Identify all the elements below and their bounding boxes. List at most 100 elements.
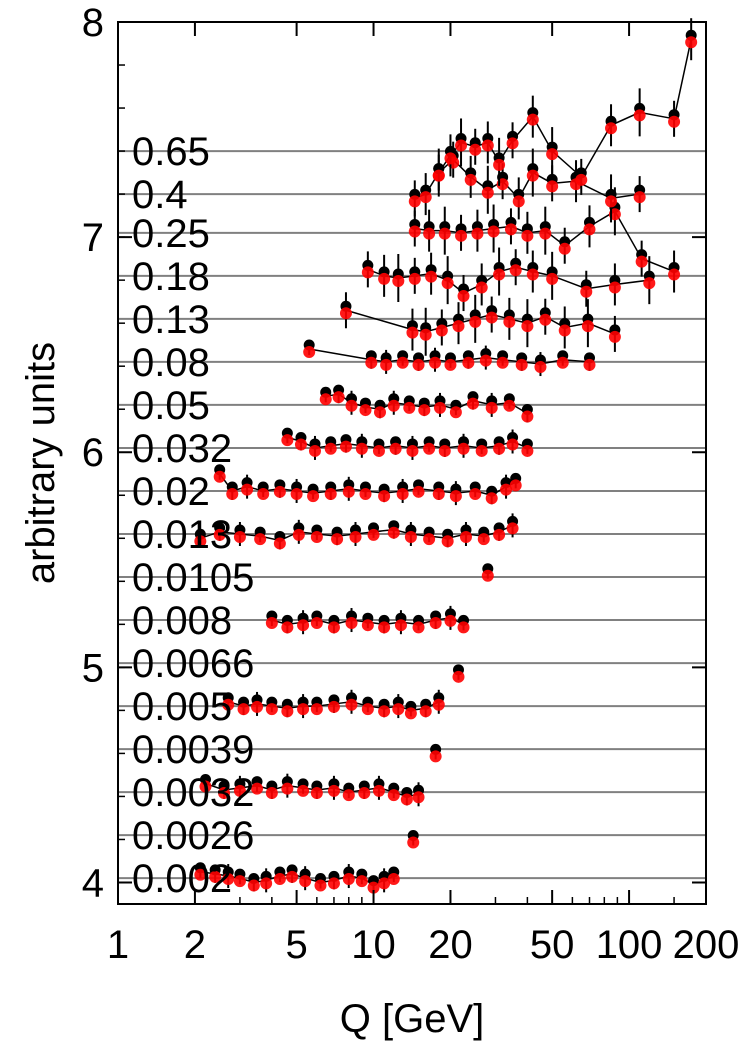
theory-point	[452, 320, 465, 333]
bin-label: 0.0066	[132, 642, 254, 686]
theory-point	[297, 703, 310, 716]
theory-point	[359, 404, 372, 417]
theory-point	[546, 180, 559, 193]
theory-point	[485, 311, 498, 324]
y-tick-label: 7	[82, 216, 104, 260]
theory-point	[265, 786, 278, 799]
theory-point	[526, 113, 539, 126]
theory-point	[281, 782, 294, 795]
theory-point	[521, 229, 534, 242]
theory-point	[521, 320, 534, 333]
theory-point	[387, 399, 400, 412]
theory-point	[668, 115, 681, 128]
theory-point	[449, 490, 462, 503]
theory-point	[423, 227, 436, 240]
theory-point	[310, 703, 323, 716]
theory-point	[581, 320, 594, 333]
theory-point	[605, 195, 618, 208]
theory-point	[539, 227, 552, 240]
bin-label: 0.005	[132, 685, 232, 729]
theory-point	[324, 487, 337, 500]
theory-point	[194, 868, 207, 881]
theory-point	[457, 621, 470, 634]
bin-label: 0.18	[132, 255, 210, 299]
theory-point	[425, 270, 438, 283]
theory-point	[387, 789, 400, 802]
theory-point	[503, 315, 516, 328]
x-tick-label: 5	[285, 923, 307, 967]
theory-point	[459, 530, 472, 543]
theory-point	[457, 442, 470, 455]
bin-label: 0.032	[132, 427, 232, 471]
theory-point	[493, 158, 506, 171]
plot-frame	[117, 21, 707, 905]
theory-point	[339, 440, 352, 453]
theory-point	[503, 399, 516, 412]
theory-point	[605, 122, 618, 135]
theory-point	[260, 877, 273, 890]
theory-point	[367, 881, 380, 894]
theory-point	[308, 444, 321, 457]
theory-point	[265, 617, 278, 630]
x-tick-label: 100	[596, 923, 663, 967]
theory-point	[345, 399, 358, 412]
theory-point	[396, 487, 409, 500]
theory-point	[455, 139, 468, 152]
y-tick-label: 5	[82, 646, 104, 690]
bin-label: 0.0105	[132, 556, 254, 600]
theory-point	[372, 784, 385, 797]
theory-point	[509, 479, 522, 492]
theory-point	[355, 875, 368, 888]
theory-point	[444, 614, 457, 627]
theory-point	[481, 186, 494, 199]
theory-point	[218, 786, 231, 799]
theory-point	[387, 873, 400, 886]
theory-point	[265, 703, 278, 716]
theory-point	[327, 700, 340, 713]
theory-point	[419, 705, 432, 718]
theory-point	[496, 356, 509, 369]
theory-point	[286, 870, 299, 883]
theory-point	[213, 528, 226, 541]
theory-point	[633, 191, 646, 204]
theory-point	[418, 404, 431, 417]
theory-point	[408, 225, 421, 238]
theory-point	[412, 485, 425, 498]
theory-point	[251, 782, 264, 795]
theory-point	[345, 617, 358, 630]
theory-point	[380, 358, 393, 371]
theory-point	[403, 401, 416, 414]
x-tick-label: 200	[673, 923, 740, 967]
theory-point	[310, 530, 323, 543]
theory-point	[358, 786, 371, 799]
theory-point	[429, 750, 442, 763]
x-tick-label: 2	[184, 923, 206, 967]
theory-point	[433, 401, 446, 414]
x-axis-title: Q [GeV]	[340, 997, 485, 1041]
theory-point	[233, 875, 246, 888]
bin-label: 0.013	[132, 513, 232, 557]
theory-point	[294, 438, 307, 451]
theory-point	[194, 535, 207, 548]
theory-point	[307, 490, 320, 503]
theory-point	[342, 789, 355, 802]
theory-point	[339, 307, 352, 320]
theory-point	[408, 272, 421, 285]
bin-labels: 0.0020.00260.00320.00390.0050.00660.0080…	[132, 130, 254, 901]
y-tick-label: 4	[82, 861, 104, 905]
theory-point	[378, 490, 391, 503]
theory-point	[213, 470, 226, 483]
theory-point	[685, 36, 698, 49]
theory-point	[319, 393, 332, 406]
theory-point	[452, 670, 465, 683]
theory-point	[361, 266, 374, 279]
theory-point	[355, 442, 368, 455]
theory-point	[292, 528, 305, 541]
theory-point	[469, 487, 482, 500]
theory-point	[378, 877, 391, 890]
x-tick-label: 1	[107, 923, 129, 967]
theory-point	[303, 345, 316, 358]
theory-point	[281, 705, 294, 718]
theory-point	[493, 268, 506, 281]
